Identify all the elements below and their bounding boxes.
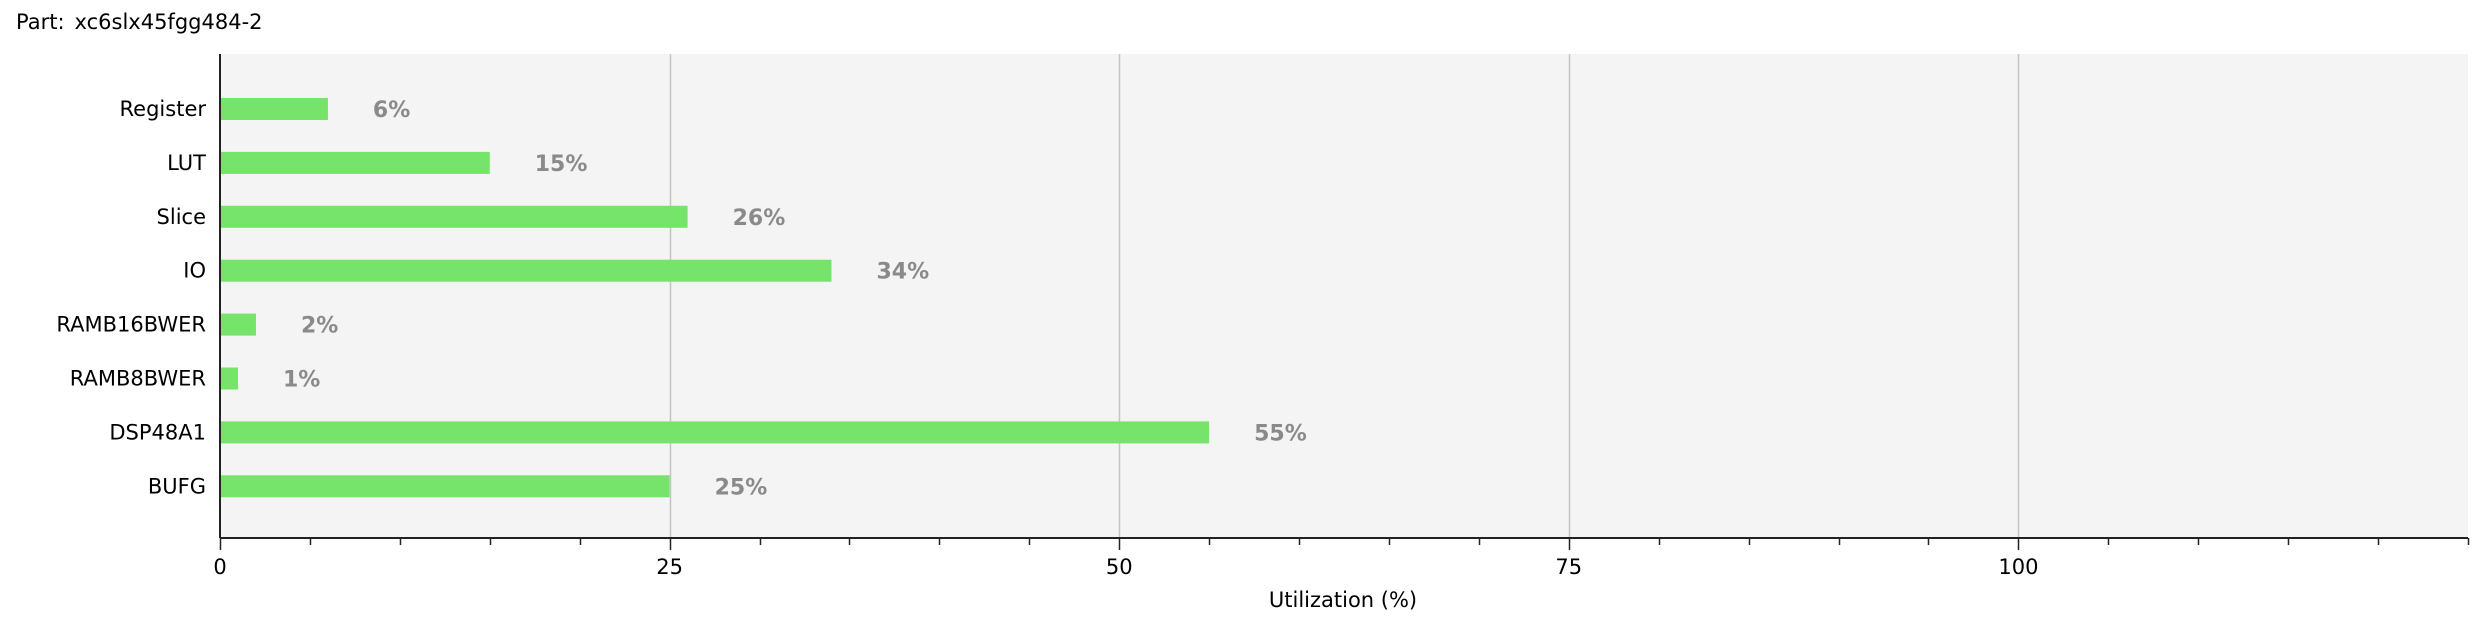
bar-lut — [220, 151, 490, 174]
plot-area — [220, 54, 2468, 538]
category-label: RAMB8BWER — [70, 367, 206, 391]
tick-label: 75 — [1555, 555, 1582, 579]
bar-bufg — [220, 475, 670, 498]
category-label: DSP48A1 — [109, 420, 206, 444]
category-label: RAMB16BWER — [56, 313, 206, 337]
tick-label: 50 — [1106, 555, 1133, 579]
value-label: 34% — [876, 260, 929, 285]
value-label: 1% — [283, 368, 320, 393]
x-axis-title: Utilization (%) — [1269, 588, 1417, 612]
bar-register — [220, 98, 328, 120]
bar-ramb16bwer — [220, 313, 256, 336]
value-label: 15% — [535, 152, 588, 177]
axes — [219, 54, 2468, 539]
category-label: Slice — [157, 205, 206, 229]
bar-io — [220, 259, 832, 282]
value-label: 26% — [733, 206, 786, 231]
tick-label: 100 — [1998, 555, 2038, 579]
part-label: Part: — [16, 10, 65, 34]
part-value: xc6slx45fgg484-2 — [74, 10, 263, 34]
category-label: LUT — [167, 151, 206, 175]
tick-label: 0 — [213, 555, 226, 579]
x-ticks: 0 25 50 75 100 — [213, 538, 2470, 579]
part-header: Part: xc6slx45fgg484-2 — [16, 10, 263, 34]
bar-dsp48a1 — [220, 421, 1210, 444]
gridlines — [669, 54, 2020, 538]
value-label: 6% — [373, 98, 410, 123]
value-label: 2% — [301, 314, 338, 339]
bars — [220, 98, 1210, 498]
bar-ramb8bwer — [220, 367, 238, 390]
value-label: 25% — [715, 475, 768, 500]
tick-label: 25 — [656, 555, 683, 579]
category-label: IO — [183, 259, 206, 283]
value-label: 55% — [1254, 421, 1307, 446]
bar-slice — [220, 205, 688, 228]
value-labels: 6% 15% 26% 34% 2% 1% 55% 25% — [283, 98, 1307, 500]
category-labels: Register LUT Slice IO RAMB16BWER RAMB8BWER DSP… — [56, 97, 206, 498]
category-label: BUFG — [148, 474, 206, 498]
category-label: Register — [120, 97, 207, 121]
